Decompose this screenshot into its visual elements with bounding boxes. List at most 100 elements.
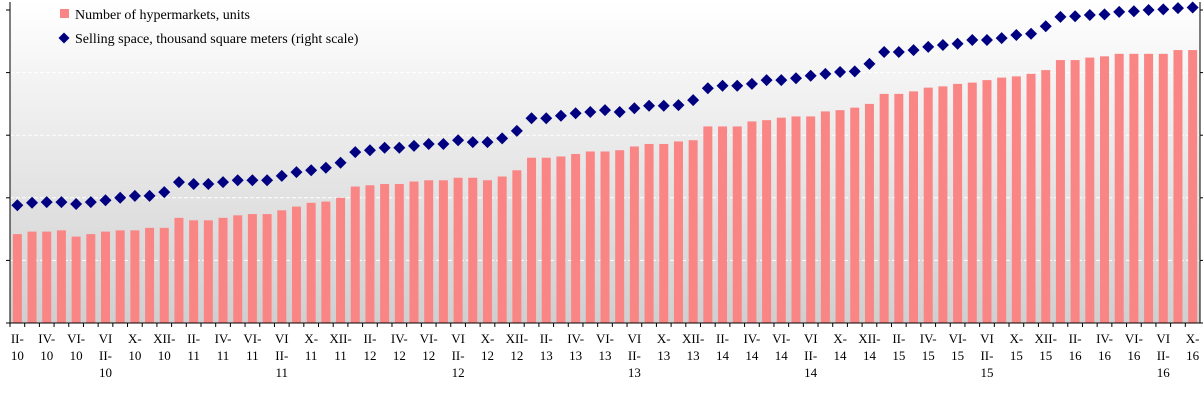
marker (907, 44, 920, 57)
marker (114, 191, 127, 204)
bar (424, 180, 434, 323)
bar (997, 77, 1007, 323)
x-tick-label: VI II-10 (99, 331, 113, 380)
marker (951, 37, 964, 50)
x-tick-label: VI II-15 (980, 331, 994, 380)
bar (174, 217, 184, 323)
bar (776, 117, 786, 323)
marker (466, 136, 479, 149)
marker (319, 161, 332, 174)
marker (804, 69, 817, 82)
bar (835, 110, 845, 323)
bar (247, 214, 257, 323)
x-tick-label: IV-12 (391, 331, 408, 363)
marker (187, 178, 200, 191)
marker (422, 137, 435, 150)
x-tick-label: VI-14 (772, 331, 790, 363)
legend-swatch (60, 9, 69, 18)
x-tick-label: II-13 (540, 331, 553, 363)
x-tick-label: IV-10 (38, 331, 55, 363)
marker (275, 169, 288, 182)
bar (365, 185, 375, 323)
bar (1070, 60, 1080, 324)
bar (1188, 50, 1198, 324)
bar (585, 151, 595, 323)
marker (848, 65, 861, 78)
marker (1171, 2, 1184, 15)
marker (408, 139, 421, 152)
bar (218, 217, 228, 323)
x-tick-label: X-14 (833, 331, 847, 363)
marker (922, 40, 935, 53)
x-tick-label: VI II-11 (275, 331, 289, 380)
marker (261, 174, 274, 187)
bar (1144, 53, 1154, 323)
bar (159, 227, 169, 323)
bar (336, 197, 346, 323)
bar (350, 186, 360, 323)
bar (967, 82, 977, 323)
bar (380, 184, 390, 323)
marker (1142, 4, 1155, 16)
marker (158, 186, 171, 199)
bar (644, 143, 654, 323)
x-tick-label: VI-10 (67, 331, 85, 363)
marker (481, 136, 494, 149)
marker (995, 32, 1008, 45)
marker (11, 199, 24, 212)
marker (775, 74, 788, 87)
marker (789, 72, 802, 85)
bar (864, 103, 874, 324)
marker (701, 82, 714, 95)
x-tick-label: X-15 (1009, 331, 1023, 363)
bar (762, 120, 772, 324)
bar (718, 126, 728, 323)
marker (84, 196, 97, 209)
marker (599, 104, 611, 117)
bar (86, 234, 96, 323)
x-tick-label: VI II-14 (804, 331, 818, 380)
marker (1186, 1, 1199, 14)
marker (628, 102, 641, 115)
marker (40, 196, 53, 209)
bar (953, 83, 963, 323)
x-tick-label: XII-10 (153, 331, 175, 363)
marker (437, 137, 450, 150)
x-tick-label: X-10 (128, 331, 142, 363)
x-tick-label: X-12 (481, 331, 495, 363)
marker (172, 176, 185, 189)
bar (1026, 73, 1036, 324)
x-tick-label: VI-12 (420, 331, 438, 363)
bar (1100, 56, 1110, 323)
bar (806, 116, 816, 323)
marker (687, 94, 700, 107)
bar (145, 227, 155, 323)
x-tick-label: VI II-12 (451, 331, 465, 380)
marker (1113, 5, 1126, 18)
marker (525, 112, 538, 125)
marker (231, 174, 244, 187)
x-tick-label: VI II-13 (628, 331, 642, 380)
bar (571, 153, 581, 323)
bar (27, 231, 37, 323)
x-tick-label: II-15 (892, 331, 905, 363)
marker (966, 34, 979, 47)
bar (791, 116, 801, 323)
x-tick-label: IV-14 (743, 331, 760, 363)
bar (306, 202, 316, 323)
marker (1054, 10, 1067, 23)
x-tick-label: II-12 (363, 331, 376, 363)
bar (850, 107, 860, 323)
bar (615, 150, 625, 323)
marker (569, 107, 582, 120)
marker (878, 45, 891, 58)
bar (938, 86, 948, 323)
bar (277, 210, 287, 323)
marker (378, 141, 391, 154)
bar (203, 220, 213, 323)
legend-label: Selling space, thousand square meters (r… (75, 32, 359, 47)
marker (980, 34, 993, 47)
x-tick-label: XII-11 (329, 331, 351, 363)
x-tick-label: VI-13 (596, 331, 614, 363)
bar (233, 215, 243, 323)
